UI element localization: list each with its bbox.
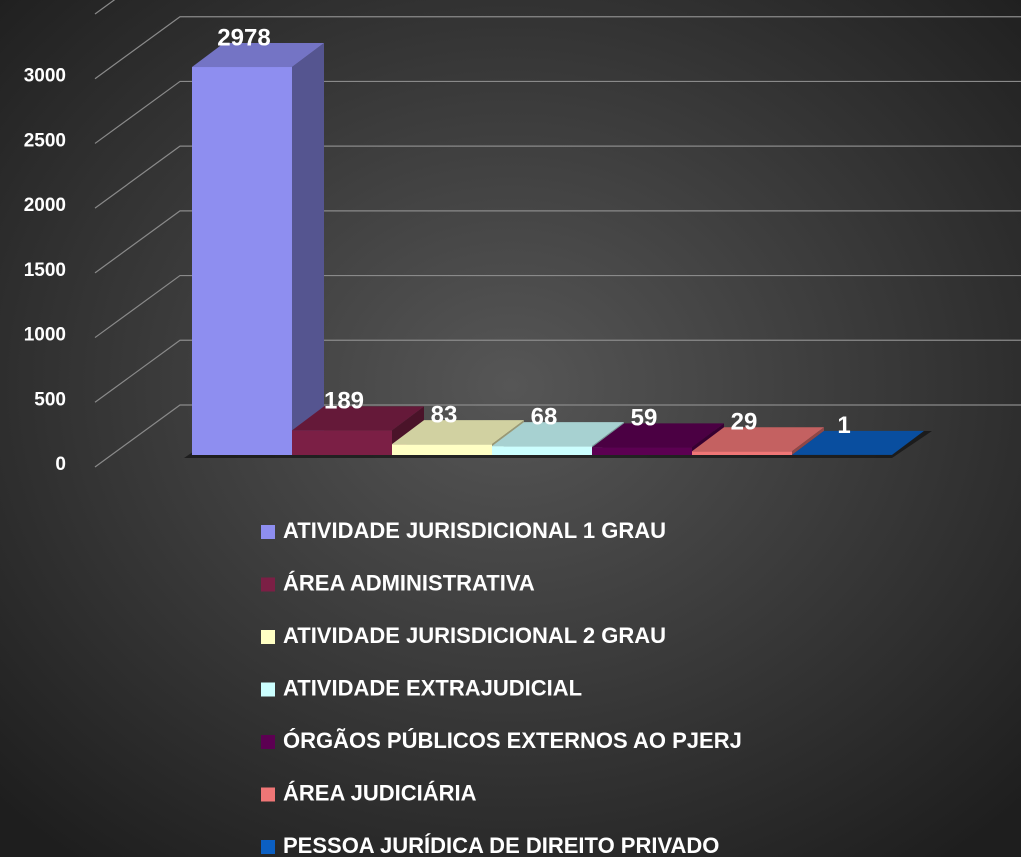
bar [392,444,492,455]
value-label: 1 [837,412,850,439]
legend-label: ÁREA ADMINISTRATIVA [283,570,535,595]
bar-top [192,43,324,68]
bar-top [692,427,824,452]
y-tick-label: 2000 [24,195,66,216]
y-tick-label: 1500 [24,260,66,281]
legend-label: ATIVIDADE JURISDICIONAL 2 GRAU [283,623,666,648]
value-label: 68 [531,403,558,430]
legend-swatch [261,682,275,697]
legend-label: ÁREA JUDICIÁRIA [283,780,477,805]
y-tick-label: 3000 [24,66,66,87]
grid-line [94,16,1021,80]
bar-top [492,422,624,447]
bar-top [292,406,424,431]
grid-line [94,80,1021,144]
bar-top [792,430,924,455]
y-tick-label: 0 [55,454,66,475]
grid-line [94,339,1021,403]
grid-line [94,274,1021,339]
legend-swatch [261,735,275,749]
bar [692,451,792,455]
bar [192,67,292,455]
bar [592,447,692,455]
legend-swatch [261,577,275,592]
y-tick-label: 1000 [24,325,66,346]
legend-label: ATIVIDADE JURISDICIONAL 1 GRAU [283,518,666,543]
value-label: 83 [431,402,458,429]
bar-side [792,427,824,455]
legend-swatch [261,630,275,644]
legend-swatch [261,840,275,854]
legend-label: ÓRGÃOS PÚBLICOS EXTERNOS AO PJERJ [283,728,742,753]
value-label: 189 [324,388,364,415]
grid-line [94,210,1021,274]
y-tick-label: 500 [34,389,66,410]
legend-swatch [261,525,275,539]
value-label: 59 [631,405,658,432]
grid-line [94,145,1021,209]
grid-line [94,404,1021,468]
bar-top [592,423,724,448]
legend-swatch [261,787,275,802]
legend-label: PESSOA JURÍDICA DE DIREITO PRIVADO [283,833,719,857]
y-tick-label: 2500 [24,130,66,151]
value-label: 2978 [217,24,270,51]
bar-side [292,43,324,455]
bar-top [392,420,524,445]
value-label: 29 [731,409,758,436]
bar [292,430,392,455]
bar [492,446,592,455]
legend-label: ATIVIDADE EXTRAJUDICIAL [283,675,582,700]
bar-side [892,430,924,455]
